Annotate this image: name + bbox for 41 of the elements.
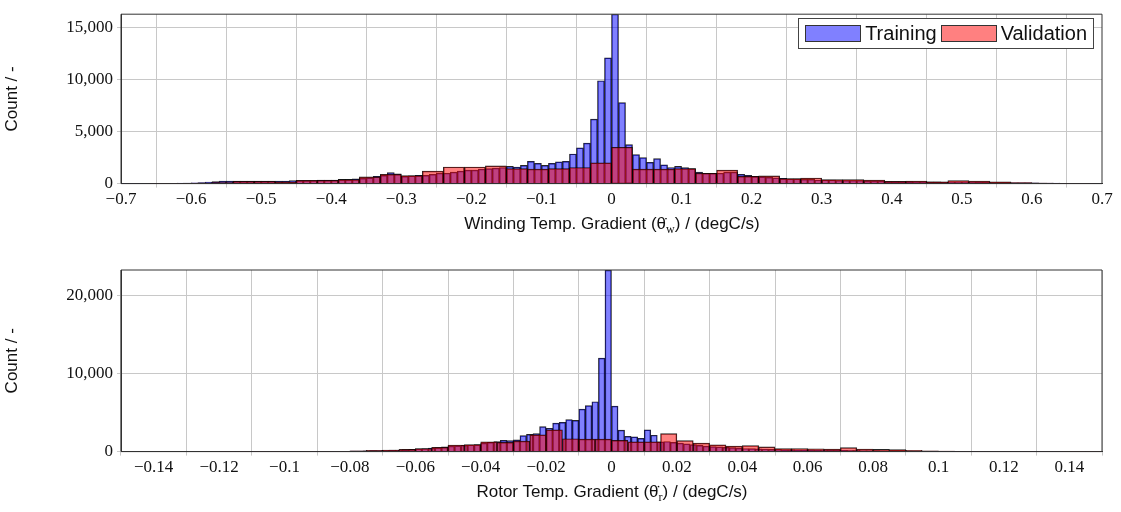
x-tick-label: 0.04 [727,457,758,477]
x-axis-title: Winding Temp. Gradient (θ̇$_{w}$) / (degC/s) [463,214,761,238]
y-tick-label: 0 [104,441,113,461]
x-tick-label: 0 [607,189,616,209]
x-tick-label: 0 [607,457,616,477]
x-tick-label: −0.12 [199,457,239,477]
y-tick-label: 5,000 [74,121,113,141]
x-tick-label: −0.4 [315,189,348,209]
x-tick-label: −0.06 [395,457,435,477]
x-tick-label: −0.6 [175,189,207,209]
x-tick-label: −0.14 [134,457,174,477]
y-tick-label: 20,000 [66,285,113,305]
x-axis-title: Rotor Temp. Gradient (θ̇$_{r}$) / (degC/s) [475,482,749,506]
legend-label: Validation [1000,22,1087,46]
x-tick-label: 0.08 [858,457,888,477]
x-tick-label: 0.7 [1091,189,1114,209]
x-tick-label: −0.3 [385,189,417,209]
x-tick-label: −0.1 [269,457,300,477]
x-tick-label: 0.4 [881,189,903,209]
x-tick-label: −0.02 [526,457,566,477]
x-tick-label: 0.6 [1021,189,1043,209]
x-tick-label: 0.1 [927,457,950,477]
y-tick-label: 10,000 [66,363,113,383]
x-tick-label: −0.5 [245,189,277,209]
x-tick-label: 0.02 [662,457,692,477]
x-tick-label: 0.1 [670,189,693,209]
x-tick-label: 0.5 [951,189,973,209]
x-tick-label: 0.06 [792,457,823,477]
x-tick-label: −0.1 [526,189,557,209]
x-tick-label: −0.2 [455,189,487,209]
x-tick-label: 0.12 [989,457,1019,477]
x-tick-label: −0.04 [461,457,501,477]
y-axis-title: Count / - [1,66,21,132]
x-tick-label: 0.3 [811,189,833,209]
x-tick-label: 0.14 [1054,457,1085,477]
y-tick-label: 10,000 [66,69,113,89]
y-axis-title: Count / - [1,328,21,394]
x-tick-label: −0.08 [330,457,370,477]
x-tick-label: 0.2 [741,189,763,209]
y-tick-label: 15,000 [66,17,113,37]
legend-label: Training [865,22,937,46]
